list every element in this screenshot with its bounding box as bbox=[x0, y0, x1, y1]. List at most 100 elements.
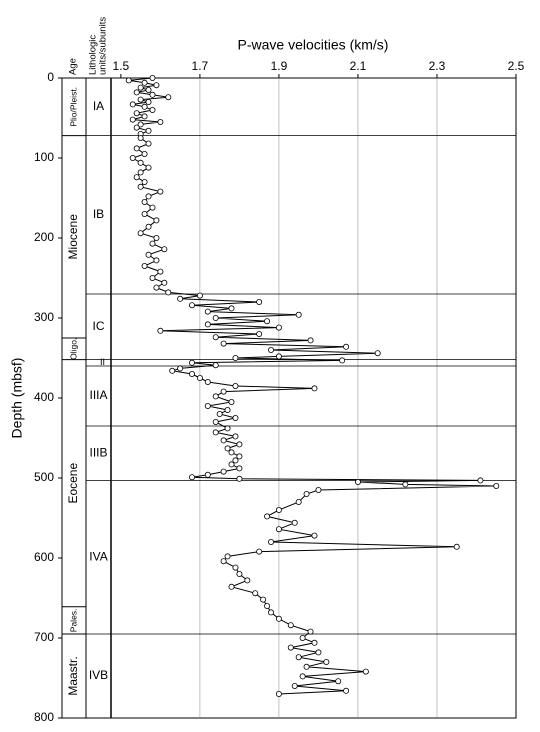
data-point bbox=[220, 558, 227, 565]
unit-label: IA bbox=[93, 99, 104, 113]
data-point bbox=[141, 210, 148, 217]
data-point bbox=[307, 337, 314, 344]
data-point bbox=[153, 257, 160, 264]
data-point bbox=[256, 298, 263, 305]
data-point bbox=[161, 246, 168, 253]
data-point bbox=[311, 385, 318, 392]
data-point bbox=[299, 635, 306, 642]
unit-label: IVA bbox=[89, 549, 107, 563]
data-point bbox=[153, 82, 160, 89]
data-point bbox=[275, 353, 282, 360]
data-point bbox=[287, 622, 294, 629]
unit-label: II bbox=[100, 357, 105, 367]
data-point bbox=[149, 204, 156, 211]
data-point bbox=[153, 234, 160, 241]
x-tick-label: 2.1 bbox=[350, 59, 367, 73]
age-header: Age bbox=[68, 58, 79, 75]
data-point bbox=[236, 441, 243, 448]
data-point bbox=[343, 687, 350, 694]
data-point bbox=[153, 217, 160, 224]
data-point bbox=[141, 150, 148, 157]
y-tick-label: 700 bbox=[34, 630, 54, 644]
y-tick-label: 100 bbox=[34, 150, 54, 164]
data-point bbox=[362, 668, 369, 675]
x-tick-label: 1.7 bbox=[192, 59, 209, 73]
data-point bbox=[129, 154, 136, 161]
data-point bbox=[141, 198, 148, 205]
data-point bbox=[228, 305, 235, 312]
data-point bbox=[188, 474, 195, 481]
data-point bbox=[145, 193, 152, 200]
data-point bbox=[291, 683, 298, 690]
data-point bbox=[264, 603, 271, 610]
data-point bbox=[212, 418, 219, 425]
data-point bbox=[141, 79, 148, 86]
data-point bbox=[493, 482, 500, 489]
data-point bbox=[224, 425, 231, 432]
data-point bbox=[204, 321, 211, 328]
data-point bbox=[204, 471, 211, 478]
data-point bbox=[315, 486, 322, 493]
data-point bbox=[212, 314, 219, 321]
data-point bbox=[220, 468, 227, 475]
data-point bbox=[125, 77, 132, 84]
data-point bbox=[264, 513, 271, 520]
data-point bbox=[315, 649, 322, 656]
data-point bbox=[252, 590, 259, 597]
data-point bbox=[149, 75, 156, 82]
data-point bbox=[165, 289, 172, 296]
data-point bbox=[145, 164, 152, 171]
data-point bbox=[354, 478, 361, 485]
data-point bbox=[295, 498, 302, 505]
data-point bbox=[129, 116, 136, 123]
data-point bbox=[244, 577, 251, 584]
data-point bbox=[275, 526, 282, 533]
data-point bbox=[177, 365, 184, 372]
unit-header: units/subunits bbox=[98, 17, 109, 75]
data-point bbox=[177, 295, 184, 302]
data-point bbox=[157, 188, 164, 195]
data-point bbox=[137, 169, 144, 176]
data-point bbox=[220, 437, 227, 444]
data-point bbox=[232, 433, 239, 440]
data-point bbox=[145, 127, 152, 134]
x-tick-label: 2.5 bbox=[508, 59, 525, 73]
data-point bbox=[228, 398, 235, 405]
data-point bbox=[137, 121, 144, 128]
data-point bbox=[145, 140, 152, 147]
unit-header: Lithologic bbox=[88, 35, 99, 75]
data-point bbox=[149, 274, 156, 281]
age-label: Miocene bbox=[66, 214, 80, 260]
data-point bbox=[216, 410, 223, 417]
y-tick-label: 800 bbox=[34, 710, 54, 724]
data-point bbox=[137, 84, 144, 91]
age-label: Maastr. bbox=[66, 656, 80, 695]
data-point bbox=[228, 449, 235, 456]
data-point bbox=[141, 262, 148, 269]
data-point bbox=[133, 110, 140, 117]
data-point bbox=[133, 89, 140, 96]
data-point bbox=[137, 96, 144, 103]
data-point bbox=[133, 174, 140, 181]
data-point bbox=[295, 311, 302, 318]
data-point bbox=[232, 457, 239, 464]
data-point bbox=[453, 543, 460, 550]
y-tick-label: 300 bbox=[34, 310, 54, 324]
chart-title: P-wave velocities (km/s) bbox=[238, 37, 389, 53]
y-tick-label: 200 bbox=[34, 230, 54, 244]
data-point bbox=[137, 134, 144, 141]
age-label: Plio/Pleist. bbox=[68, 87, 78, 127]
data-point bbox=[307, 628, 314, 635]
data-point bbox=[343, 343, 350, 350]
unit-label: IB bbox=[93, 207, 104, 221]
data-point bbox=[295, 654, 302, 661]
data-point bbox=[228, 461, 235, 468]
y-tick-label: 500 bbox=[34, 470, 54, 484]
data-point bbox=[236, 475, 243, 482]
data-point bbox=[212, 429, 219, 436]
data-point bbox=[220, 388, 227, 395]
data-point bbox=[268, 346, 275, 353]
data-point bbox=[133, 145, 140, 152]
data-point bbox=[256, 548, 263, 555]
